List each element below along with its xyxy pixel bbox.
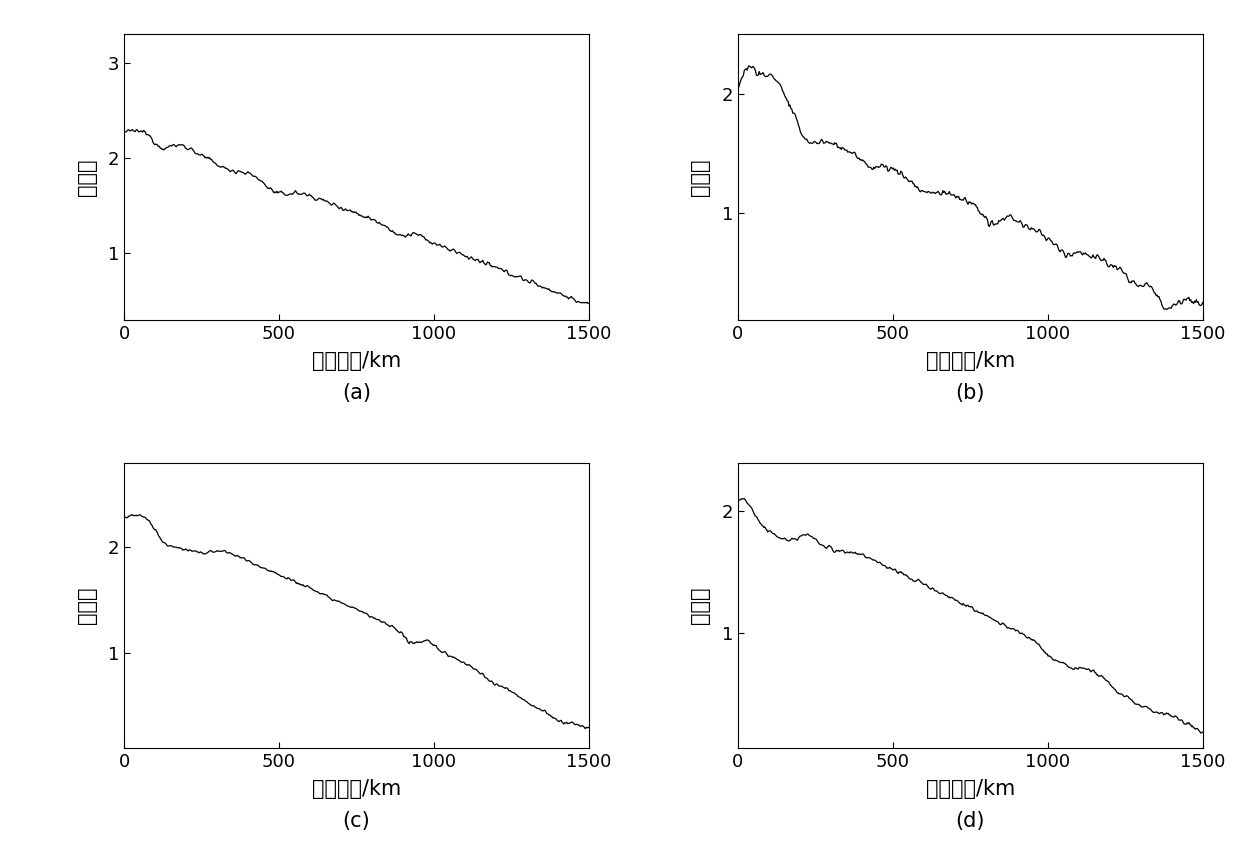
X-axis label: 故障距离/km: 故障距离/km <box>926 351 1014 372</box>
Y-axis label: 幅值比: 幅值比 <box>691 587 711 624</box>
X-axis label: 故障距离/km: 故障距离/km <box>312 779 401 800</box>
Y-axis label: 幅值比: 幅值比 <box>77 158 97 196</box>
Text: (c): (c) <box>342 811 371 831</box>
Text: (b): (b) <box>956 383 985 402</box>
X-axis label: 故障距离/km: 故障距离/km <box>926 779 1014 800</box>
Y-axis label: 幅值比: 幅值比 <box>77 587 97 624</box>
Text: (a): (a) <box>342 383 371 402</box>
Y-axis label: 幅值比: 幅值比 <box>691 158 711 196</box>
X-axis label: 故障距离/km: 故障距离/km <box>312 351 401 372</box>
Text: (d): (d) <box>956 811 985 831</box>
